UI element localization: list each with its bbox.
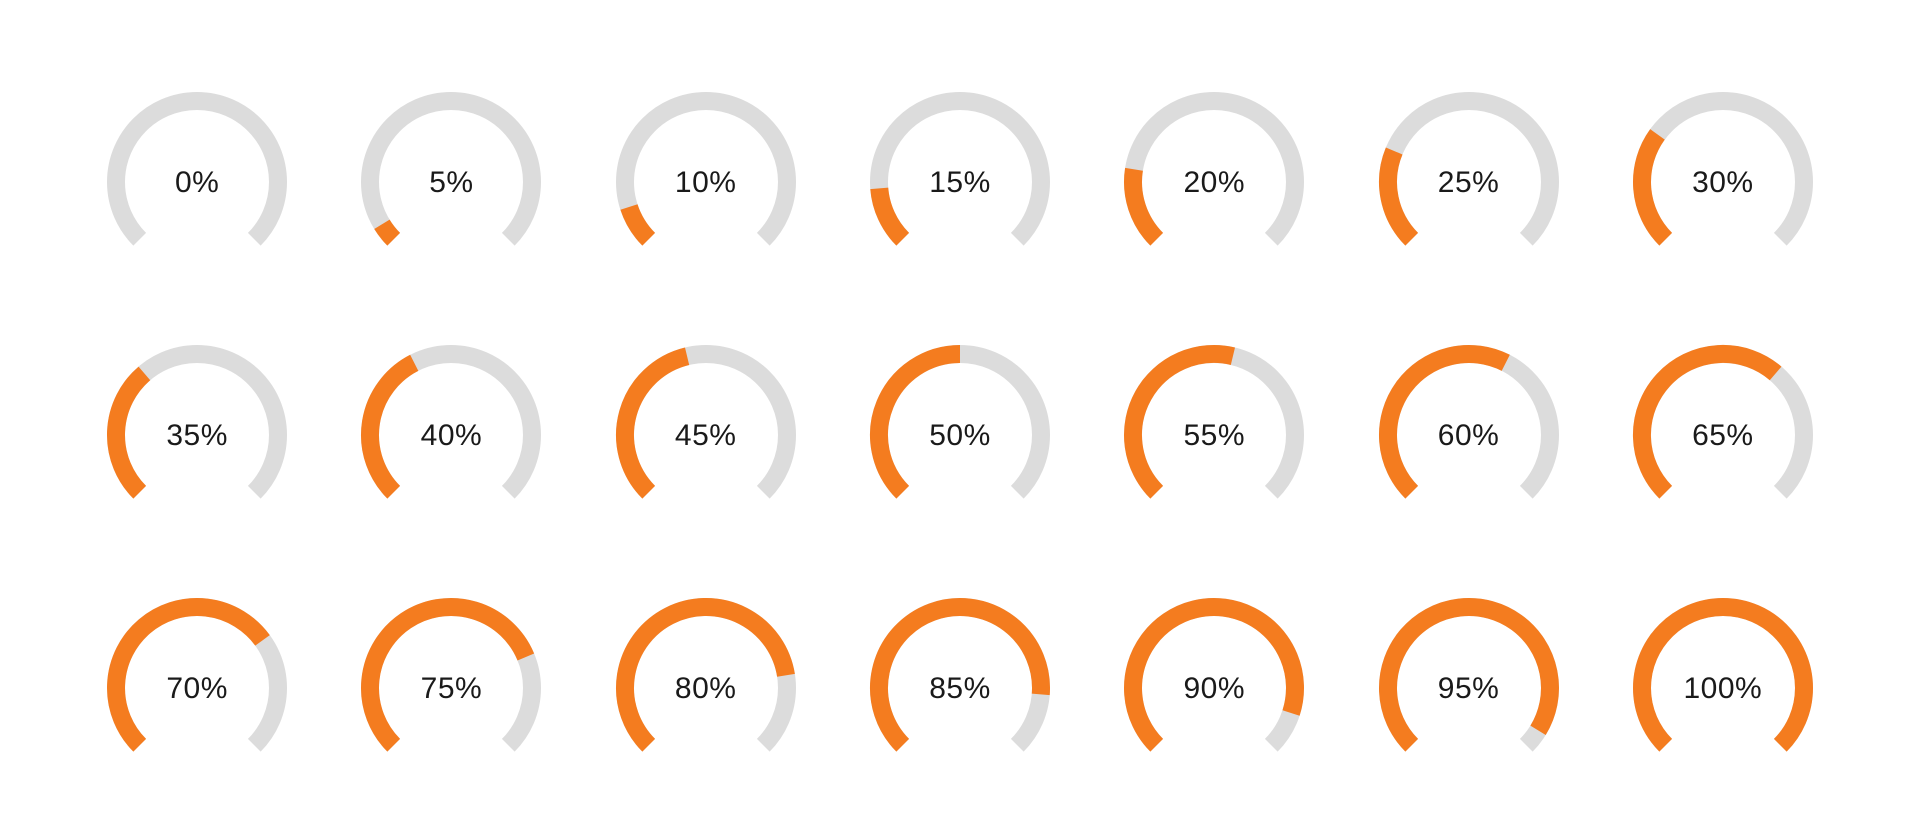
gauge-35: 35%	[92, 335, 302, 505]
gauge-fill	[629, 207, 649, 239]
gauge-label: 20%	[1109, 166, 1319, 200]
gauge-label: 50%	[855, 419, 1065, 453]
gauge-fill	[382, 224, 394, 239]
gauge-grid: 0% 5% 10% 15% 20% 25% 30% 35% 40% 45% 50% 55% 60% 65%…	[0, 0, 1920, 840]
gauge-label: 100%	[1618, 672, 1828, 706]
gauge-25: 25%	[1364, 82, 1574, 252]
gauge-label: 60%	[1364, 419, 1574, 453]
gauge-85: 85%	[855, 588, 1065, 758]
gauge-label: 40%	[346, 419, 556, 453]
gauge-80: 80%	[601, 588, 811, 758]
gauge-15: 15%	[855, 82, 1065, 252]
gauge-label: 90%	[1109, 672, 1319, 706]
gauge-10: 10%	[601, 82, 811, 252]
gauge-90: 90%	[1109, 588, 1319, 758]
gauge-55: 55%	[1109, 335, 1319, 505]
gauge-label: 65%	[1618, 419, 1828, 453]
gauge-label: 5%	[346, 166, 556, 200]
gauge-label: 75%	[346, 672, 556, 706]
gauge-label: 80%	[601, 672, 811, 706]
gauge-40: 40%	[346, 335, 556, 505]
gauge-label: 25%	[1364, 166, 1574, 200]
gauge-95: 95%	[1364, 588, 1574, 758]
gauge-100: 100%	[1618, 588, 1828, 758]
gauge-45: 45%	[601, 335, 811, 505]
gauge-label: 70%	[92, 672, 302, 706]
gauge-label: 30%	[1618, 166, 1828, 200]
gauge-label: 10%	[601, 166, 811, 200]
gauge-75: 75%	[346, 588, 556, 758]
gauge-30: 30%	[1618, 82, 1828, 252]
gauge-label: 95%	[1364, 672, 1574, 706]
gauge-label: 55%	[1109, 419, 1319, 453]
gauge-20: 20%	[1109, 82, 1319, 252]
gauge-60: 60%	[1364, 335, 1574, 505]
gauge-label: 35%	[92, 419, 302, 453]
gauge-0: 0%	[92, 82, 302, 252]
gauge-label: 85%	[855, 672, 1065, 706]
gauge-50: 50%	[855, 335, 1065, 505]
gauge-70: 70%	[92, 588, 302, 758]
gauge-label: 0%	[92, 166, 302, 200]
gauge-65: 65%	[1618, 335, 1828, 505]
gauge-label: 15%	[855, 166, 1065, 200]
gauge-label: 45%	[601, 419, 811, 453]
gauge-5: 5%	[346, 82, 556, 252]
